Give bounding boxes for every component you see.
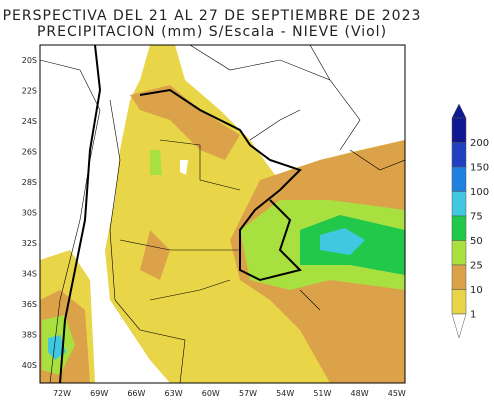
colorbar: 200 150 100 75 50 25 10 1 xyxy=(451,103,489,339)
lat-label: 22S xyxy=(22,87,37,96)
latitude-labels: 20S 22S 24S 26S 28S 30S 32S 34S 36S 38S 40S xyxy=(22,56,37,370)
colorbar-swatch xyxy=(451,191,467,217)
colorbar-swatch xyxy=(451,166,467,192)
colorbar-label: 25 xyxy=(470,261,483,272)
lon-label: 72W xyxy=(53,389,71,398)
lat-label: 34S xyxy=(22,270,37,279)
lon-label: 45W xyxy=(388,389,406,398)
lat-label: 28S xyxy=(22,178,37,187)
lon-label: 48W xyxy=(351,389,369,398)
colorbar-label: 10 xyxy=(470,285,483,296)
lon-label: 57W xyxy=(239,389,257,398)
lon-label: 51W xyxy=(313,389,331,398)
lon-label: 63W xyxy=(165,389,183,398)
colorbar-swatch xyxy=(451,264,467,290)
colorbar-label: 100 xyxy=(470,187,489,198)
colorbar-bottom xyxy=(451,313,467,339)
colorbar-label: 200 xyxy=(470,138,489,149)
lon-label: 69W xyxy=(90,389,108,398)
colorbar-swatch xyxy=(451,142,467,168)
title-line-2: PRECIPITACION (mm) S/Escala - NIEVE (Vio… xyxy=(37,24,387,40)
lon-label: 66W xyxy=(127,389,145,398)
colorbar-swatch xyxy=(451,289,467,315)
colorbar-swatch xyxy=(451,240,467,266)
lat-label: 26S xyxy=(22,148,37,157)
lat-label: 20S xyxy=(22,56,37,65)
lat-label: 30S xyxy=(22,209,37,218)
colorbar-label: 50 xyxy=(470,236,483,247)
lat-label: 36S xyxy=(22,300,37,309)
colorbar-swatch xyxy=(451,215,467,241)
lon-label: 60W xyxy=(202,389,220,398)
lat-label: 38S xyxy=(22,331,37,340)
lat-label: 40S xyxy=(22,361,37,370)
colorbar-top xyxy=(451,103,467,119)
lat-label: 32S xyxy=(22,239,37,248)
lon-label: 54W xyxy=(276,389,294,398)
map xyxy=(39,44,406,384)
colorbar-label: 1 xyxy=(470,310,476,321)
colorbar-label: 75 xyxy=(470,212,483,223)
title-line-1: PERSPECTIVA DEL 21 AL 27 DE SEPTIEMBRE D… xyxy=(3,8,422,24)
longitude-labels: 72W 69W 66W 63W 60W 57W 54W 51W 48W 45W xyxy=(53,389,406,398)
colorbar-swatch xyxy=(451,117,467,143)
colorbar-label: 150 xyxy=(470,163,489,174)
lat-label: 24S xyxy=(22,117,37,126)
